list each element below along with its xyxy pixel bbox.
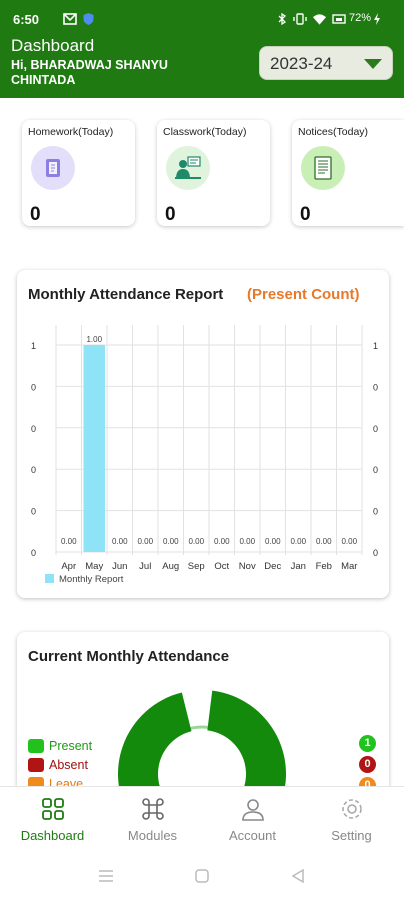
card-label: Classwork(Today) [163, 126, 247, 138]
x-tick-label: Apr [61, 561, 76, 572]
y-tick-label-right: 0 [373, 548, 378, 558]
card-count: 0 [30, 204, 41, 225]
notices-card[interactable]: Notices(Today) 0 [292, 120, 404, 226]
shield-icon [83, 13, 94, 25]
current-attendance-title: Current Monthly Attendance [28, 648, 230, 665]
y-tick-label-left: 1 [31, 341, 36, 351]
y-tick-label-left: 0 [31, 424, 36, 434]
x-tick-label: Oct [214, 561, 229, 572]
nav-dashboard[interactable]: Dashboard [2, 787, 103, 853]
data-label: 0.00 [316, 537, 332, 546]
user-greeting: Hi, BHARADWAJ SHANYU CHINTADA [11, 58, 168, 87]
dashboard-icon [42, 798, 64, 820]
x-tick-label: Jan [291, 561, 306, 572]
nav-label: Modules [127, 828, 178, 843]
legend-label: Monthly Report [59, 574, 124, 585]
data-label: 0.00 [188, 537, 204, 546]
menu-icon[interactable] [98, 869, 114, 883]
data-label: 0.00 [341, 537, 357, 546]
bottom-navigation: Dashboard Modules Account Setting [0, 786, 404, 852]
card-label: Homework(Today) [28, 126, 114, 138]
report-subtitle: (Present Count) [247, 286, 360, 303]
book-icon [31, 146, 75, 190]
year-dropdown[interactable]: 2023-24 [259, 46, 393, 80]
attendance-report-panel: Monthly Attendance Report (Present Count… [17, 270, 389, 598]
data-label: 0.00 [112, 537, 128, 546]
data-label: 0.00 [290, 537, 306, 546]
back-icon[interactable] [291, 869, 305, 883]
page-title: Dashboard [11, 36, 95, 55]
y-tick-label-left: 0 [31, 465, 36, 475]
legend-swatch [28, 758, 44, 772]
wifi-icon [312, 14, 327, 25]
card-count: 0 [300, 204, 311, 225]
year-value: 2023-24 [270, 54, 333, 73]
classwork-card[interactable]: Classwork(Today) 0 [157, 120, 270, 226]
x-tick-label: Dec [264, 561, 281, 572]
bluetooth-icon [278, 13, 287, 25]
notice-icon [301, 146, 345, 190]
y-tick-label-right: 0 [373, 424, 378, 434]
x-tick-label: Aug [162, 561, 179, 572]
absent-count: 0 [359, 756, 376, 773]
data-label: 0.00 [61, 537, 77, 546]
app-header: 6:50 72% Dashboard Hi, BHARADWAJ SHANYU … [0, 0, 404, 98]
y-tick-label-left: 0 [31, 507, 36, 517]
mail-icon [63, 13, 77, 25]
legend-swatch [45, 574, 54, 583]
x-tick-label: Jul [139, 561, 151, 572]
x-tick-label: Sep [188, 561, 205, 572]
x-tick-label: Mar [341, 561, 357, 572]
battery-level: 72% [349, 12, 372, 24]
charging-icon [374, 13, 380, 25]
nav-label: Account [229, 828, 276, 843]
bar-may [83, 345, 105, 552]
legend-label: Present [49, 739, 93, 753]
legend-label: Absent [49, 758, 88, 772]
attendance-bar-chart: 1 1 0 0 0 0 0 0 0 0 0 0 0.00 Apr 1.00 May 0.00 Jun 0.00 Jul… [31, 325, 378, 585]
nav-account[interactable]: Account [202, 787, 303, 853]
settings-icon [342, 799, 362, 819]
nav-label: Dashboard [20, 828, 85, 843]
nav-label: Setting [331, 828, 372, 843]
x-tick-label: Jun [112, 561, 127, 572]
card-label: Notices(Today) [298, 126, 369, 138]
data-label: 0.00 [163, 537, 179, 546]
data-label: 0.00 [137, 537, 153, 546]
y-tick-label-left: 0 [31, 382, 36, 392]
y-tick-label-right: 1 [373, 341, 378, 351]
status-bar: 6:50 72% [0, 0, 404, 38]
x-tick-label: May [85, 561, 103, 572]
home-icon[interactable] [195, 869, 209, 883]
card-count: 0 [165, 204, 176, 225]
data-label: 0.00 [214, 537, 230, 546]
x-tick-label: Feb [316, 561, 332, 572]
account-icon [242, 799, 264, 821]
data-label: 0.00 [239, 537, 255, 546]
y-tick-label-right: 0 [373, 465, 378, 475]
nav-modules[interactable]: Modules [102, 787, 203, 853]
homework-card[interactable]: Homework(Today) 0 [22, 120, 135, 226]
y-tick-label-left: 0 [31, 548, 36, 558]
nav-setting[interactable]: Setting [301, 787, 402, 853]
status-time: 6:50 [13, 12, 40, 27]
screen-icon [332, 14, 346, 24]
y-tick-label-right: 0 [373, 507, 378, 517]
teacher-icon [166, 146, 210, 190]
present-count: 1 [359, 735, 376, 752]
report-title: Monthly Attendance Report [28, 286, 224, 303]
command-icon [142, 798, 164, 820]
y-tick-label-right: 0 [373, 382, 378, 392]
vibrate-icon [293, 13, 307, 25]
data-label: 0.00 [265, 537, 281, 546]
x-tick-label: Nov [239, 561, 256, 572]
data-label: 1.00 [86, 335, 102, 344]
legend-swatch [28, 739, 44, 753]
chevron-down-icon [364, 59, 382, 69]
system-navigation-bar [0, 852, 404, 900]
